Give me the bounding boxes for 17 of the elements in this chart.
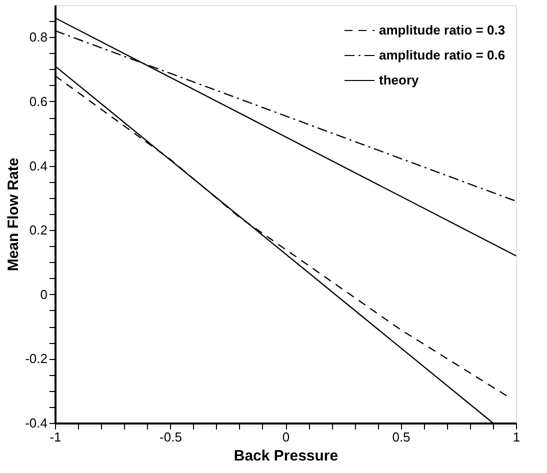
x-tick-label: 1 [512,430,520,444]
legend-label: theory [379,72,420,88]
y-tick-label: 0.4 [29,158,48,174]
y-tick-label: 0 [40,286,48,302]
y-tick-label: 0.8 [29,30,48,45]
y-tick-label: -0.2 [25,351,48,366]
y-axis-title: Mean Flow Rate [5,158,22,272]
y-tick-label: 0.2 [29,222,48,238]
legend-label: amplitude ratio = 0.3 [379,22,506,38]
x-tick-label: -1 [50,430,62,444]
legend-label: amplitude ratio = 0.6 [379,48,506,62]
x-tick-label: -0.5 [160,430,182,444]
x-axis-title: Back Pressure [234,448,338,464]
y-tick-label: 0.6 [29,94,48,109]
y-tick-label: -0.4 [25,416,48,430]
x-tick-label: 0.5 [392,430,410,444]
x-tick-label: 0 [282,430,290,444]
